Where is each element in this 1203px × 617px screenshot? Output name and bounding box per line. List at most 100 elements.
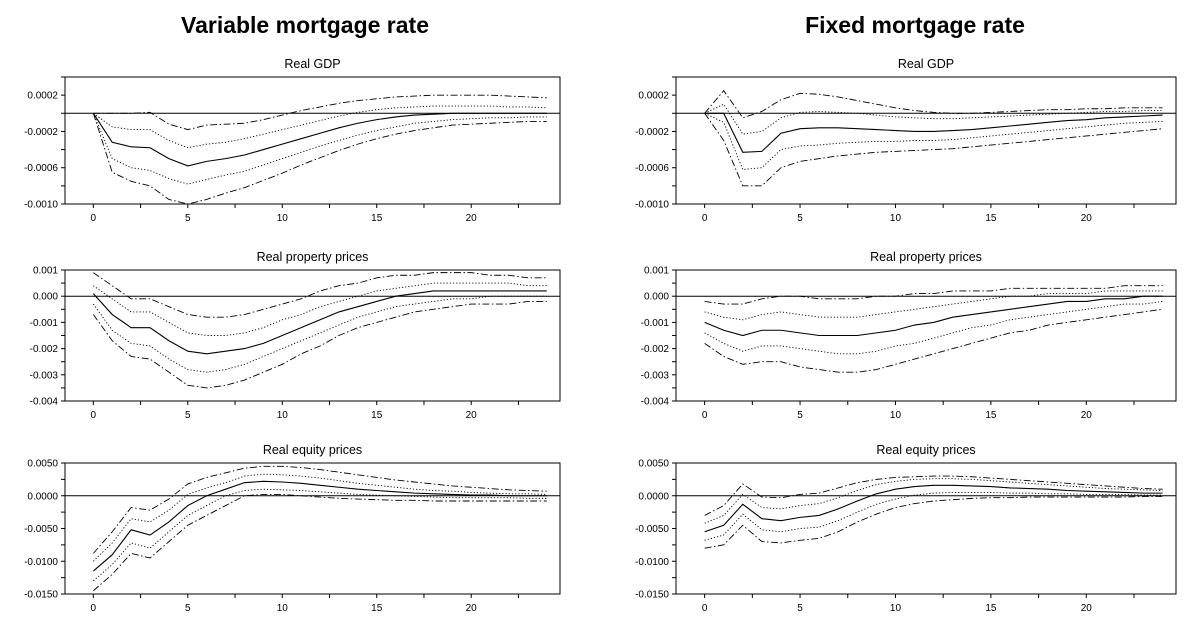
x-tick-label: 0 — [702, 603, 708, 614]
chart-panel: Real GDP -0.0010 -0.0006 -0.0002 0.0002 0 5 10 1… — [24, 57, 561, 224]
chart-panel: Real GDP -0.0010 -0.0006 -0.0002 0.0002 0 5 10 1… — [635, 57, 1177, 224]
chart-panel: Real property prices -0.004 -0.003 -0.002 -0… — [30, 250, 561, 421]
chart-title: Real property prices — [870, 250, 982, 264]
series-line-dashdot — [704, 113, 1163, 187]
series-line-dashdot — [93, 272, 547, 318]
x-tick-label: 20 — [466, 410, 478, 421]
y-tick-label: 0.001 — [33, 266, 58, 277]
x-tick-label: 0 — [702, 410, 708, 421]
series-line-solid — [704, 295, 1163, 337]
chart-title: Real property prices — [257, 250, 369, 264]
x-tick-label: 5 — [797, 603, 803, 614]
y-tick-label: 0.0000 — [638, 491, 669, 502]
x-tick-label: 10 — [277, 213, 289, 224]
y-tick-label: -0.0150 — [24, 590, 58, 601]
x-tick-label: 15 — [371, 603, 383, 614]
y-tick-label: -0.004 — [641, 397, 670, 408]
series-line-dashdot — [704, 285, 1163, 305]
y-tick-label: -0.003 — [641, 370, 670, 381]
x-tick-label: 15 — [985, 410, 997, 421]
series-line-solid — [92, 480, 547, 572]
y-tick-label: 0.0050 — [638, 459, 669, 470]
x-tick-label: 5 — [797, 213, 803, 224]
plot-frame — [64, 462, 561, 595]
x-tick-label: 10 — [890, 603, 902, 614]
series-line-solid — [92, 290, 547, 355]
series-line-dashdot — [704, 308, 1163, 373]
y-tick-label: -0.0002 — [24, 127, 58, 138]
x-tick-label: 20 — [1081, 213, 1093, 224]
x-tick-label: 15 — [371, 410, 383, 421]
series-line-dashdot — [93, 94, 547, 131]
y-tick-label: 0.0002 — [27, 91, 58, 102]
series-line-dashdot — [93, 465, 547, 554]
chart-title: Real equity prices — [876, 443, 975, 457]
plot-frame — [675, 269, 1177, 402]
series-line-dotted — [92, 295, 547, 373]
plot-frame — [64, 269, 561, 402]
y-tick-label: -0.0050 — [24, 524, 58, 535]
y-tick-label: -0.0010 — [24, 200, 58, 211]
column-title-fixed: Fixed mortgage rate — [805, 12, 1025, 38]
x-tick-label: 5 — [185, 603, 191, 614]
y-tick-label: -0.004 — [30, 397, 59, 408]
x-tick-label: 10 — [277, 410, 289, 421]
y-tick-label: -0.0010 — [635, 200, 669, 211]
plot-frame — [64, 76, 561, 205]
x-tick-label: 10 — [890, 213, 902, 224]
chart-title: Real equity prices — [263, 443, 362, 457]
y-tick-label: -0.001 — [641, 318, 670, 329]
column-title-variable: Variable mortgage rate — [181, 12, 429, 38]
series-line-dashdot — [704, 89, 1163, 119]
series-line-dashdot — [92, 300, 547, 389]
series-line-solid — [92, 112, 547, 167]
y-tick-label: -0.0100 — [24, 557, 58, 568]
series-line-dashdot — [93, 493, 547, 592]
chart-panel: Real equity prices -0.0150 -0.0100 -0.0050 0… — [635, 443, 1177, 614]
x-tick-label: 5 — [185, 410, 191, 421]
y-tick-label: -0.0050 — [635, 524, 669, 535]
series-line-dotted — [93, 282, 547, 336]
x-tick-label: 15 — [985, 603, 997, 614]
chart-panel: Real equity prices -0.0150 -0.0100 -0.0050 0… — [24, 443, 561, 614]
series-line-dotted — [704, 290, 1163, 321]
y-tick-label: -0.003 — [30, 370, 59, 381]
y-tick-label: 0.001 — [644, 266, 669, 277]
x-tick-label: 20 — [1081, 410, 1093, 421]
x-tick-label: 10 — [277, 603, 289, 614]
plot-frame — [675, 76, 1177, 205]
series-line-solid — [704, 112, 1163, 153]
series-line-dotted — [93, 105, 547, 149]
x-tick-label: 20 — [466, 603, 478, 614]
y-tick-label: -0.002 — [30, 344, 59, 355]
x-tick-label: 15 — [371, 213, 383, 224]
y-tick-label: 0.000 — [644, 292, 669, 303]
series-line-dotted — [704, 300, 1163, 355]
x-tick-label: 0 — [91, 213, 97, 224]
x-tick-label: 5 — [797, 410, 803, 421]
series-line-dotted — [704, 112, 1163, 171]
y-tick-label: -0.0006 — [635, 163, 669, 174]
series-line-dotted — [93, 473, 547, 562]
series-line-dashdot — [704, 475, 1163, 516]
series-line-dotted — [704, 492, 1163, 541]
y-tick-label: -0.001 — [30, 318, 59, 329]
y-tick-label: 0.0002 — [638, 91, 669, 102]
y-tick-label: -0.0006 — [24, 163, 58, 174]
series-line-dashdot — [92, 113, 547, 205]
y-tick-label: 0.000 — [33, 292, 58, 303]
series-line-dotted — [92, 113, 547, 185]
plot-frame — [675, 462, 1177, 595]
series-line-solid — [704, 484, 1163, 533]
x-tick-label: 5 — [185, 213, 191, 224]
series-line-dotted — [704, 478, 1163, 524]
series-line-dotted — [704, 103, 1163, 135]
x-tick-label: 0 — [91, 603, 97, 614]
x-tick-label: 15 — [985, 213, 997, 224]
y-tick-label: -0.0100 — [635, 557, 669, 568]
y-tick-label: -0.002 — [641, 344, 670, 355]
y-tick-label: -0.0002 — [635, 127, 669, 138]
series-line-dashdot — [704, 495, 1163, 549]
x-tick-label: 10 — [890, 410, 902, 421]
